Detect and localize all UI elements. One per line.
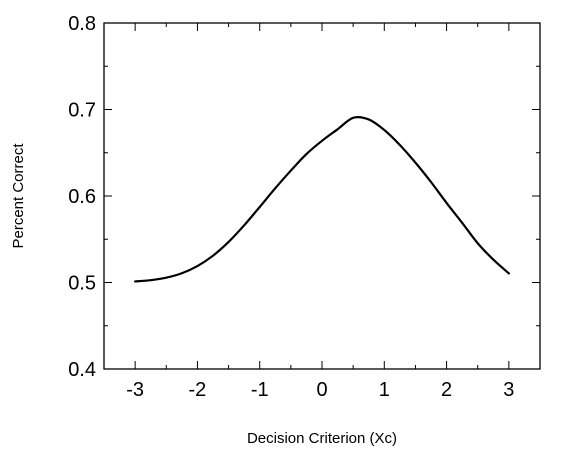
y-tick-label: 0.6 (68, 186, 96, 208)
x-tick-label: 3 (503, 379, 514, 401)
plot-frame-rect (103, 22, 541, 370)
y-tick-label: 0.5 (68, 273, 96, 295)
x-tick-label: 0 (316, 379, 327, 401)
tick-labels: -3 -2 -1 0 1 2 3 0.4 0.5 0.6 0.7 0.8 (68, 13, 514, 401)
axis-ticks (103, 22, 541, 370)
y-tick-label: 0.7 (68, 100, 96, 122)
y-tick-label: 0.4 (68, 359, 96, 381)
x-tick-label: -3 (126, 379, 144, 401)
series-group (134, 115, 510, 283)
y-axis-label: Percent Correct (10, 143, 27, 249)
x-axis-label: Decision Criterion (Xc) (247, 430, 397, 447)
y-tick-label: 0.8 (68, 13, 96, 35)
x-tick-label: -2 (189, 379, 207, 401)
series-line (134, 115, 510, 283)
plot-frame (103, 22, 541, 370)
x-tick-label: 2 (441, 379, 452, 401)
x-tick-label: -1 (251, 379, 269, 401)
x-tick-label: 1 (379, 379, 390, 401)
